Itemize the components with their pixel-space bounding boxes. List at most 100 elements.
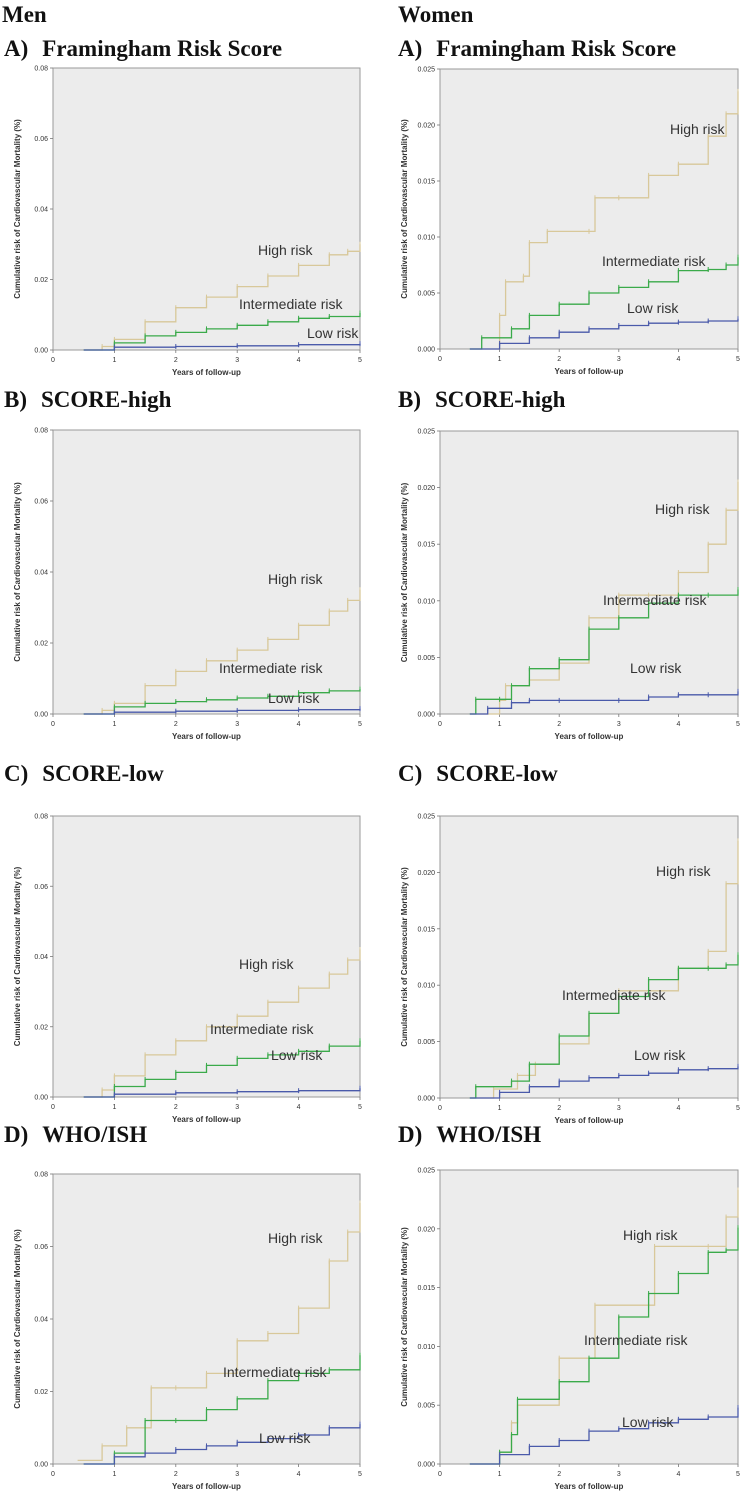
- panel-name: SCORE-low: [42, 761, 164, 786]
- panel-title-women-b: B) SCORE-high: [398, 387, 565, 413]
- y-tick-label: 0.00: [34, 1095, 48, 1102]
- x-tick-label: 2: [557, 1105, 561, 1112]
- y-tick-label: 0.005: [417, 655, 435, 662]
- y-tick-label: 0.020: [417, 870, 435, 877]
- low-risk-label: Low risk: [622, 1414, 674, 1430]
- y-tick-label: 0.000: [417, 712, 435, 719]
- y-tick-label: 0.00: [34, 1462, 48, 1469]
- plot-area: [52, 815, 361, 1098]
- panel-name: WHO/ISH: [436, 1122, 542, 1147]
- y-tick-label: 0.06: [34, 499, 48, 506]
- panel-letter: C): [4, 761, 29, 786]
- x-tick-label: 5: [736, 721, 740, 728]
- y-axis-title: Cumulative risk of Cardiovascular Mortal…: [400, 867, 409, 1047]
- low-risk-label: Low risk: [268, 690, 320, 706]
- km-chart-men-score-high: 0.00 0.02 0.04 0.06 0.08 0 1 2 3 4 5 Years of follo…: [13, 428, 362, 742]
- x-tick-label: 2: [174, 721, 178, 728]
- km-chart-women-score-low: 0.000 0.005 0.010 0.015 0.020 0.025 0 1 2 3 4 5 Year…: [400, 814, 740, 1126]
- intermediate-risk-curve: [469, 257, 739, 350]
- y-tick-label: 0.005: [417, 291, 435, 298]
- plot-area: [439, 1169, 739, 1465]
- x-tick-label: 2: [174, 1104, 178, 1111]
- x-tick-label: 4: [297, 721, 301, 728]
- x-tick-label: 5: [736, 1105, 740, 1112]
- low-risk-label: Low risk: [630, 660, 682, 676]
- high-risk-curve: [83, 949, 361, 1098]
- low-risk-label: Low risk: [259, 1430, 311, 1446]
- y-tick-label: 0.015: [417, 926, 435, 933]
- high-risk-curve: [469, 481, 739, 715]
- x-tick-label: 0: [51, 1104, 55, 1111]
- x-tick-label: 4: [297, 357, 301, 364]
- high-risk-label: High risk: [239, 956, 294, 972]
- y-tick-label: 0.025: [417, 814, 435, 821]
- x-tick-label: 3: [235, 357, 239, 364]
- intermediate-risk-curve: [469, 954, 739, 1099]
- low-risk-label: Low risk: [307, 325, 359, 341]
- panel-name: SCORE-high: [435, 387, 566, 412]
- high-risk-label: High risk: [268, 1230, 323, 1246]
- intermediate-risk-label: Intermediate risk: [210, 1021, 314, 1037]
- y-axis-title: Cumulative risk of Cardiovascular Mortal…: [400, 119, 409, 299]
- panel-name: Framingham Risk Score: [42, 36, 283, 61]
- y-tick-label: 0.010: [417, 598, 435, 605]
- y-tick-label: 0.010: [417, 983, 435, 990]
- y-tick-label: 0.06: [34, 1244, 48, 1251]
- y-tick-label: 0.04: [34, 570, 48, 577]
- high-risk-label: High risk: [655, 501, 710, 517]
- x-tick-label: 5: [736, 356, 740, 363]
- km-chart-women-framingham: 0.000 0.005 0.010 0.015 0.020 0.025 0 1 2 3 4 5 Year…: [400, 67, 740, 377]
- intermediate-risk-curve: [469, 1227, 739, 1465]
- x-tick-label: 1: [112, 1104, 116, 1111]
- y-tick-label: 0.000: [417, 1096, 435, 1103]
- km-chart-women-who-ish: 0.000 0.005 0.010 0.015 0.020 0.025 0 1 2 3 4 5 Year…: [400, 1168, 740, 1492]
- x-tick-label: 5: [736, 1471, 740, 1478]
- x-tick-label: 4: [676, 1471, 680, 1478]
- x-tick-label: 0: [438, 1105, 442, 1112]
- x-axis-title: Years of follow-up: [172, 368, 241, 377]
- x-tick-label: 5: [358, 1471, 362, 1478]
- intermediate-risk-curve: [83, 1355, 361, 1465]
- x-tick-label: 2: [174, 1471, 178, 1478]
- x-tick-label: 1: [498, 356, 502, 363]
- y-tick-label: 0.08: [34, 814, 48, 821]
- y-axis-title: Cumulative risk of Cardiovascular Mortal…: [13, 866, 22, 1046]
- intermediate-risk-label: Intermediate risk: [562, 987, 666, 1003]
- intermediate-risk-label: Intermediate risk: [602, 253, 706, 269]
- x-tick-label: 5: [358, 357, 362, 364]
- y-tick-label: 0.015: [417, 179, 435, 186]
- women-header: Women: [398, 2, 474, 27]
- x-tick-label: 0: [438, 1471, 442, 1478]
- y-tick-label: 0.015: [417, 1285, 435, 1292]
- y-axis-title: Cumulative risk of Cardiovascular Mortal…: [400, 482, 409, 662]
- panel-name: SCORE-low: [436, 761, 558, 786]
- intermediate-risk-label: Intermediate risk: [219, 660, 323, 676]
- x-tick-label: 2: [557, 1471, 561, 1478]
- high-risk-curve: [77, 1203, 361, 1462]
- x-tick-label: 1: [498, 721, 502, 728]
- plot-area: [439, 68, 739, 350]
- high-risk-label: High risk: [656, 863, 711, 879]
- x-tick-label: 1: [112, 721, 116, 728]
- intermediate-risk-label: Intermediate risk: [239, 296, 343, 312]
- high-risk-label: High risk: [623, 1227, 678, 1243]
- y-tick-label: 0.020: [417, 485, 435, 492]
- x-axis-title: Years of follow-up: [555, 732, 624, 741]
- y-tick-label: 0.00: [34, 712, 48, 719]
- x-tick-label: 1: [498, 1105, 502, 1112]
- x-tick-label: 3: [235, 1471, 239, 1478]
- x-axis-title: Years of follow-up: [555, 367, 624, 376]
- y-axis-title: Cumulative risk of Cardiovascular Mortal…: [13, 1229, 22, 1409]
- y-tick-label: 0.010: [417, 235, 435, 242]
- y-tick-label: 0.08: [34, 1172, 48, 1179]
- y-tick-label: 0.025: [417, 429, 435, 436]
- x-tick-label: 4: [676, 721, 680, 728]
- x-tick-label: 4: [297, 1104, 301, 1111]
- intermediate-risk-label: Intermediate risk: [603, 592, 707, 608]
- y-tick-label: 0.04: [34, 1317, 48, 1324]
- intermediate-risk-label: Intermediate risk: [223, 1364, 327, 1380]
- panel-letter: A): [398, 36, 423, 61]
- y-tick-label: 0.025: [417, 67, 435, 74]
- y-tick-label: 0.06: [34, 136, 48, 143]
- x-tick-label: 2: [557, 721, 561, 728]
